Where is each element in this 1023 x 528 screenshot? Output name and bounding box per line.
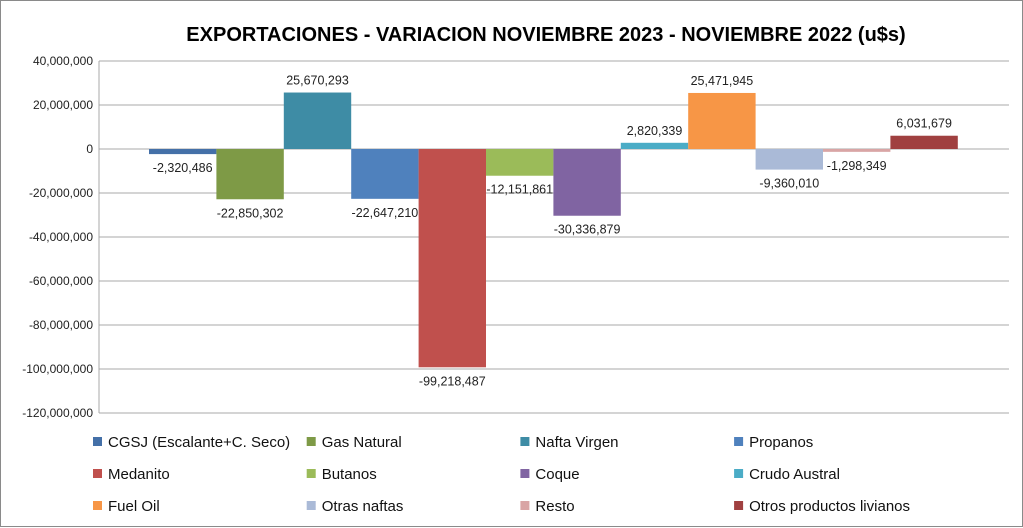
legend-swatch xyxy=(93,501,102,510)
legend-entry: Fuel Oil xyxy=(108,498,160,515)
data-label: -30,336,879 xyxy=(554,223,621,237)
legend-entry: Nafta Virgen xyxy=(535,434,618,451)
legend-entry: Medanito xyxy=(108,466,170,483)
data-label: 2,820,339 xyxy=(627,124,683,138)
y-tick-label: -60,000,000 xyxy=(29,274,93,288)
legend: CGSJ (Escalante+C. Seco) Gas Natural Nafta… xyxy=(93,434,910,515)
bar-otras-naftas xyxy=(755,149,823,170)
data-label: -12,151,861 xyxy=(486,183,553,197)
legend-entry: Resto xyxy=(535,498,574,515)
y-tick-label: 0 xyxy=(86,142,93,156)
bar-medanito xyxy=(418,149,486,368)
bars xyxy=(149,92,958,368)
legend-swatch xyxy=(93,437,102,446)
data-label: -22,850,302 xyxy=(217,206,284,220)
legend-entry: CGSJ (Escalante+C. Seco) xyxy=(108,434,290,451)
bar-coque xyxy=(553,149,621,216)
y-tick-label: -100,000,000 xyxy=(22,362,93,376)
y-axis: 40,000,000 20,000,000 0 -20,000,000 -40,000,… xyxy=(22,54,100,420)
y-tick-label: -120,000,000 xyxy=(22,406,93,420)
y-tick-label: 20,000,000 xyxy=(33,98,93,112)
bar-cgsj-escalante-c-seco- xyxy=(149,149,217,155)
legend-entry: Crudo Austral xyxy=(749,466,840,483)
legend-entry: Otras naftas xyxy=(322,498,404,515)
legend-entry: Propanos xyxy=(749,434,813,451)
data-label: 6,031,679 xyxy=(896,117,952,131)
chart-title: EXPORTACIONES - VARIACION NOVIEMBRE 2023… xyxy=(186,24,905,46)
data-label: -1,298,349 xyxy=(827,159,887,173)
legend-swatch xyxy=(93,469,102,478)
y-tick-label: 40,000,000 xyxy=(33,54,93,68)
data-label: -99,218,487 xyxy=(419,374,486,388)
bar-resto xyxy=(823,149,891,152)
bar-nafta-virgen xyxy=(283,92,352,149)
legend-swatch xyxy=(520,437,530,446)
legend-swatch xyxy=(734,437,744,446)
bar-gas-natural xyxy=(216,149,284,200)
legend-swatch xyxy=(734,501,744,510)
legend-swatch xyxy=(734,469,744,478)
legend-entry: Butanos xyxy=(322,466,377,483)
y-tick-label: -80,000,000 xyxy=(29,318,93,332)
legend-swatch xyxy=(306,501,316,510)
legend-swatch xyxy=(306,437,316,446)
legend-swatch xyxy=(520,501,530,510)
data-label: -2,320,486 xyxy=(153,161,213,175)
legend-swatch xyxy=(520,469,530,478)
gridlines xyxy=(99,60,1009,414)
legend-entry: Coque xyxy=(535,466,579,483)
bar-fuel-oil xyxy=(688,92,756,149)
y-tick-label: -40,000,000 xyxy=(29,230,93,244)
data-label: 25,471,945 xyxy=(691,74,754,88)
bar-propanos xyxy=(351,149,419,199)
data-label: 25,670,293 xyxy=(286,74,349,88)
bar-crudo-austral xyxy=(620,142,689,149)
data-label: -9,360,010 xyxy=(759,177,819,191)
bar-butanos xyxy=(486,149,554,176)
bar-otros-productos-livianos xyxy=(890,135,958,149)
data-label: -22,647,210 xyxy=(352,206,419,220)
legend-entry: Otros productos livianos xyxy=(749,498,910,515)
data-labels: -2,320,486 -22,850,302 25,670,293 -22,647,2… xyxy=(153,74,952,389)
y-tick-label: -20,000,000 xyxy=(29,186,93,200)
legend-swatch xyxy=(306,469,316,478)
legend-entry: Gas Natural xyxy=(322,434,402,451)
